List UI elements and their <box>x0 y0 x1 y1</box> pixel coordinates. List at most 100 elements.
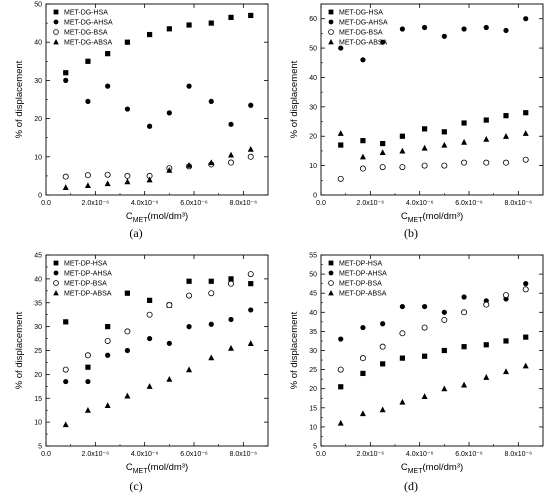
data-point <box>105 324 111 330</box>
data-point <box>248 281 254 287</box>
data-point <box>124 172 131 179</box>
chart-a: 0 10 20 30 40 50 0.0 2.0x10⁻⁶ 4.0x10⁻⁶ 6.0x10⁻⁶ 8.… <box>14 2 269 224</box>
legend-marker <box>328 260 334 266</box>
data-point <box>421 324 428 331</box>
data-point <box>483 135 490 142</box>
data-point <box>441 347 447 354</box>
panel-c: 5 10 15 20 25 30 35 40 45 0.0 2.0x10⁻⁶ 4.0x10⁻⁶ 6.0x… <box>0 251 275 502</box>
data-point <box>124 392 131 399</box>
data-point <box>379 164 386 171</box>
x-tick-label: 8.0x10⁻⁶ <box>505 451 533 458</box>
data-point <box>360 324 366 331</box>
data-point <box>441 316 448 323</box>
data-point <box>523 110 529 116</box>
data-point <box>461 294 467 300</box>
data-point <box>503 27 509 34</box>
data-point <box>399 26 405 32</box>
data-point <box>522 156 529 163</box>
data-point <box>380 321 386 327</box>
y-tick-label: 25 <box>34 348 42 355</box>
data-point <box>523 281 529 287</box>
data-point <box>208 20 214 26</box>
data-point <box>85 98 91 105</box>
data-point <box>380 140 386 147</box>
legend-marker <box>53 29 59 35</box>
data-point <box>84 182 91 189</box>
data-point <box>63 319 69 325</box>
data-point <box>337 419 344 426</box>
y-tick-label: 5 <box>38 444 42 451</box>
y-tick-label: 20 <box>34 372 42 379</box>
legend-marker <box>53 270 59 276</box>
y-tick-label: 40 <box>309 75 317 82</box>
data-point <box>399 355 405 361</box>
data-point <box>104 337 111 344</box>
data-point <box>338 384 344 390</box>
data-point <box>208 354 215 361</box>
x-axis-title: CMET(mol/dm³) <box>126 462 188 475</box>
data-point <box>337 366 344 373</box>
chart-c: 5 10 15 20 25 30 35 40 45 0.0 2.0x10⁻⁶ 4.0x10⁻⁶ 6.0x… <box>14 253 269 475</box>
data-point <box>338 336 344 342</box>
data-point <box>85 378 91 385</box>
data-point <box>247 153 254 160</box>
y-tick-label: 0 <box>313 193 317 200</box>
y-tick-label: 50 <box>34 2 42 9</box>
data-point <box>483 24 489 31</box>
data-point <box>461 26 467 32</box>
legend-label: MET-DP-ABSA <box>339 291 387 298</box>
y-axis-title: % of displacement <box>14 311 25 389</box>
panel-label-d: (d) <box>404 479 418 493</box>
data-point <box>248 307 254 313</box>
legend-marker <box>53 39 59 45</box>
y-tick-label: 25 <box>309 367 317 374</box>
data-point <box>166 302 173 309</box>
data-point <box>441 162 448 169</box>
x-tick-label: 6.0x10⁻⁶ <box>455 200 483 207</box>
data-point <box>146 383 153 389</box>
legend-label: MET-DP-HSA <box>64 261 108 268</box>
data-point <box>84 352 91 359</box>
data-point <box>147 31 153 38</box>
data-point <box>186 366 193 373</box>
legend-marker <box>53 9 59 15</box>
y-tick-label: 30 <box>34 78 42 85</box>
data-point <box>461 120 467 126</box>
data-point <box>483 374 490 380</box>
x-tick-label: 2.0x10⁻⁶ <box>357 451 385 458</box>
data-point <box>84 406 91 413</box>
panel-label-a: (a) <box>129 226 143 240</box>
data-point <box>421 162 428 169</box>
data-point <box>441 385 448 392</box>
data-point <box>124 39 130 45</box>
x-tick-label: 8.0x10⁻⁶ <box>230 451 258 458</box>
y-tick-label: 40 <box>34 40 42 47</box>
legend-label: MET-DG-BSA <box>339 30 383 37</box>
x-tick-label: 4.0x10⁻⁶ <box>131 451 159 458</box>
data-point <box>228 121 234 127</box>
data-point <box>186 292 193 299</box>
x-tick-label: 8.0x10⁻⁶ <box>230 200 258 207</box>
data-point <box>379 149 386 155</box>
data-point <box>359 355 366 362</box>
data-point <box>124 328 131 335</box>
data-point <box>227 280 234 287</box>
data-point <box>523 16 529 22</box>
x-tick-label: 2.0x10⁻⁶ <box>82 451 110 458</box>
data-point <box>248 12 254 19</box>
data-point <box>441 309 447 315</box>
x-tick-label: 2.0x10⁻⁶ <box>82 200 110 207</box>
data-point <box>360 370 366 377</box>
legend-label: MET-DP-AHSA <box>64 271 112 278</box>
data-point <box>461 344 467 350</box>
data-point <box>227 159 234 166</box>
y-tick-label: 55 <box>309 253 317 260</box>
data-point <box>360 138 366 144</box>
data-point <box>503 133 509 139</box>
data-point <box>84 172 91 179</box>
y-tick-label: 10 <box>34 420 42 427</box>
data-point <box>338 45 344 51</box>
data-point <box>62 366 69 373</box>
legend-label: MET-DP-ABSA <box>64 291 112 298</box>
data-point <box>62 184 69 190</box>
